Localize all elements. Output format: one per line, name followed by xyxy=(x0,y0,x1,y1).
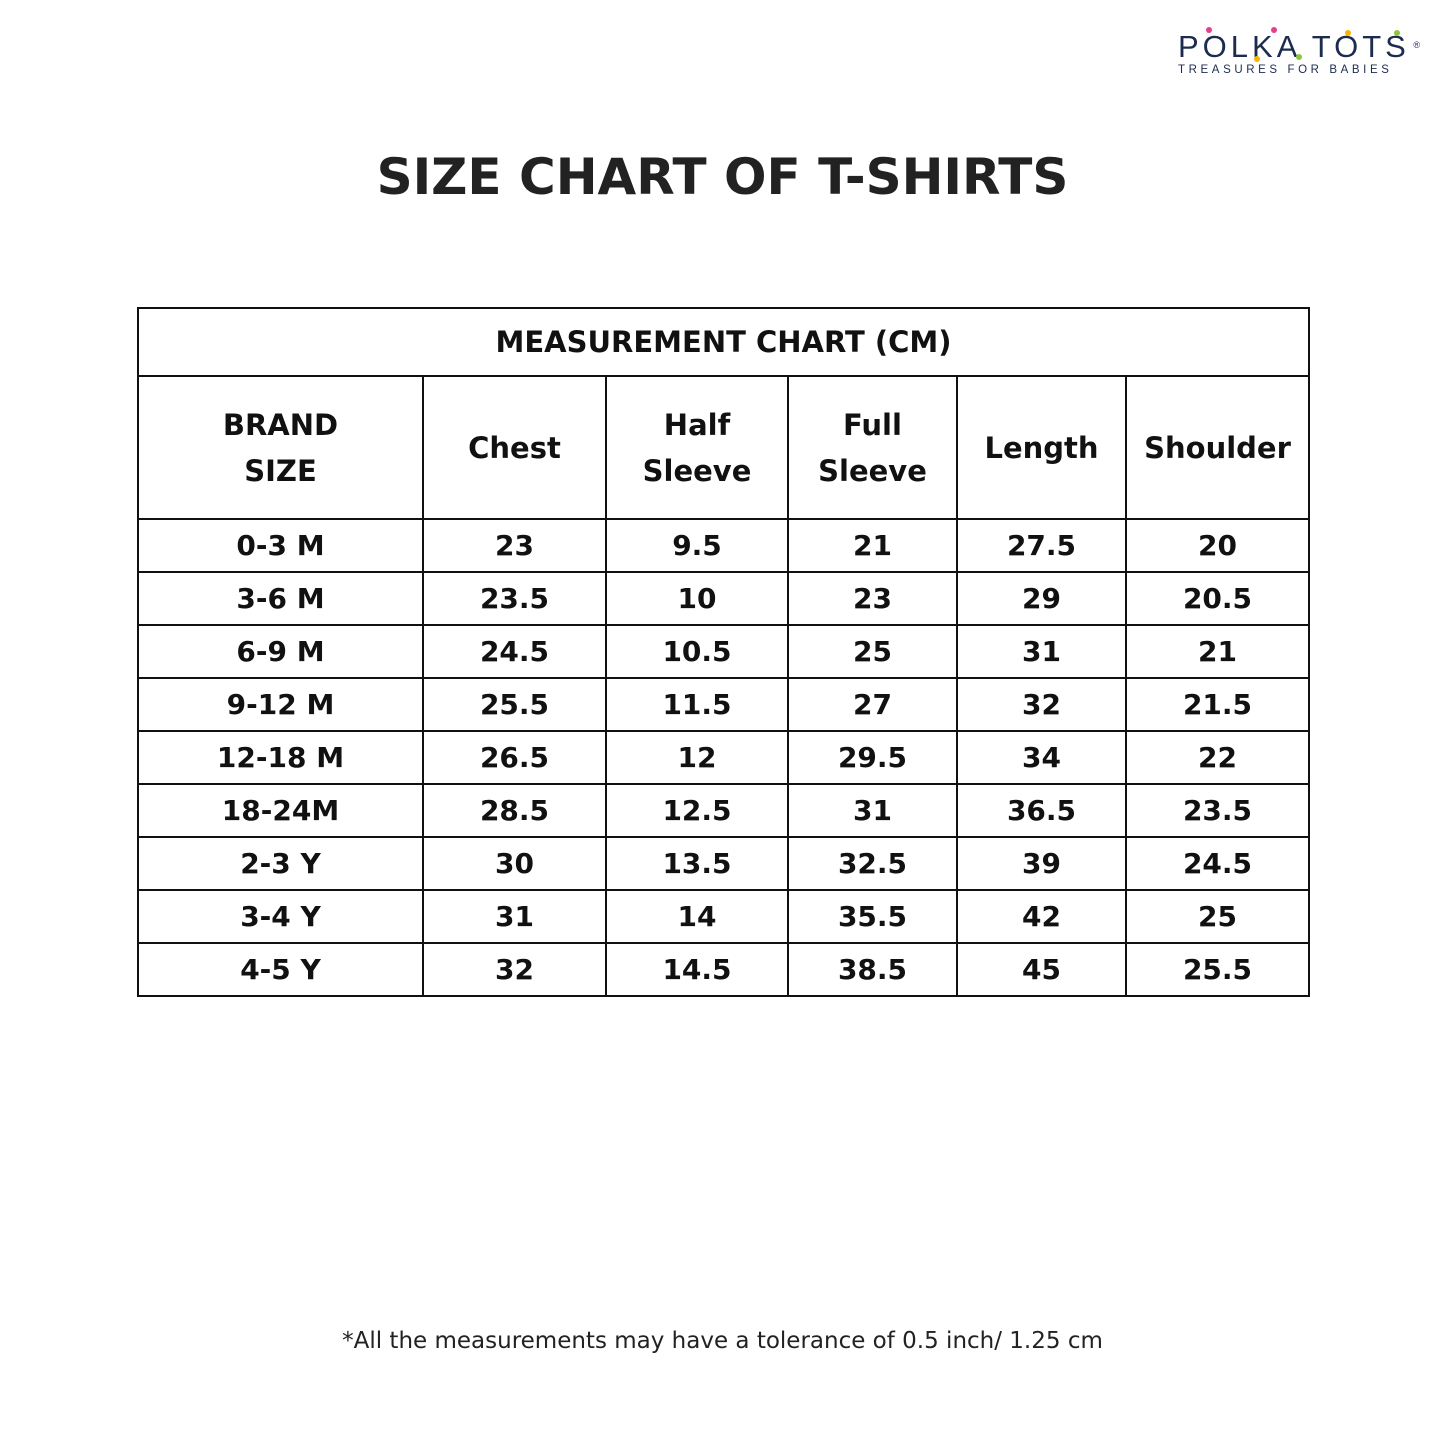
column-header: Length xyxy=(956,375,1127,520)
table-row: 3-6 M 23.5 10 23 29 20.5 xyxy=(137,571,1310,626)
measurement-cell: 39 xyxy=(956,836,1127,891)
column-header: Full Sleeve xyxy=(787,375,958,520)
size-cell: 9-12 M xyxy=(137,677,424,732)
measurement-cell: 27 xyxy=(787,677,958,732)
table-row: 9-12 M 25.5 11.5 27 32 21.5 xyxy=(137,677,1310,732)
logo-dot xyxy=(1254,56,1260,62)
column-header: Shoulder xyxy=(1125,375,1310,520)
size-cell: 3-4 Y xyxy=(137,889,424,944)
measurement-cell: 24.5 xyxy=(422,624,607,679)
measurement-cell: 10.5 xyxy=(605,624,789,679)
column-header-line: Sleeve xyxy=(642,453,752,488)
logo-dot xyxy=(1394,30,1400,36)
size-cell: 3-6 M xyxy=(137,571,424,626)
measurement-cell: 32 xyxy=(956,677,1127,732)
measurement-cell: 23 xyxy=(787,571,958,626)
measurement-cell: 38.5 xyxy=(787,942,958,997)
measurement-cell: 28.5 xyxy=(422,783,607,838)
measurement-cell: 21 xyxy=(1125,624,1310,679)
table-row: 3-4 Y 31 14 35.5 42 25 xyxy=(137,889,1310,944)
brand-logo: POLKA TOTS ® TREASURES FOR BABIES xyxy=(1178,27,1428,76)
column-header-line: Sleeve xyxy=(818,453,927,488)
column-header-line: Full xyxy=(843,407,902,442)
measurement-cell: 25.5 xyxy=(1125,942,1310,997)
table-row: 18-24M 28.5 12.5 31 36.5 23.5 xyxy=(137,783,1310,838)
measurement-cell: 24.5 xyxy=(1125,836,1310,891)
size-cell: 0-3 M xyxy=(137,518,424,573)
size-chart-table: MEASUREMENT CHART (CM) BRAND SIZE Chest Hal… xyxy=(137,307,1310,997)
measurement-cell: 21 xyxy=(787,518,958,573)
measurement-cell: 9.5 xyxy=(605,518,789,573)
column-header-line: Length xyxy=(984,430,1099,465)
measurement-cell: 14 xyxy=(605,889,789,944)
measurement-cell: 32.5 xyxy=(787,836,958,891)
column-header-line: SIZE xyxy=(244,453,317,488)
column-header-line: BRAND xyxy=(222,407,339,442)
column-header: Half Sleeve xyxy=(605,375,789,520)
measurement-cell: 31 xyxy=(787,783,958,838)
size-cell: 6-9 M xyxy=(137,624,424,679)
column-header-line: Shoulder xyxy=(1144,430,1291,465)
measurement-cell: 30 xyxy=(422,836,607,891)
column-header: Chest xyxy=(422,375,607,520)
measurement-cell: 35.5 xyxy=(787,889,958,944)
measurement-cell: 31 xyxy=(422,889,607,944)
measurement-cell: 25 xyxy=(1125,889,1310,944)
measurement-cell: 11.5 xyxy=(605,677,789,732)
measurement-cell: 27.5 xyxy=(956,518,1127,573)
table-row: 12-18 M 26.5 12 29.5 34 22 xyxy=(137,730,1310,785)
column-header-line: Half xyxy=(663,407,731,442)
measurement-cell: 34 xyxy=(956,730,1127,785)
logo-name: POLKA TOTS xyxy=(1178,29,1410,64)
measurement-cell: 36.5 xyxy=(956,783,1127,838)
table-row: 6-9 M 24.5 10.5 25 31 21 xyxy=(137,624,1310,679)
size-cell: 18-24M xyxy=(137,783,424,838)
measurement-cell: 23.5 xyxy=(422,571,607,626)
table-row: 0-3 M 23 9.5 21 27.5 20 xyxy=(137,518,1310,573)
measurement-cell: 12 xyxy=(605,730,789,785)
measurement-cell: 10 xyxy=(605,571,789,626)
logo-dot xyxy=(1345,30,1351,36)
measurement-cell: 45 xyxy=(956,942,1127,997)
table-row: 4-5 Y 32 14.5 38.5 45 25.5 xyxy=(137,942,1310,997)
logo-dot xyxy=(1296,54,1302,60)
logo-dot xyxy=(1206,27,1212,33)
measurement-cell: 31 xyxy=(956,624,1127,679)
page-title: SIZE CHART OF T-SHIRTS xyxy=(376,148,1069,206)
column-header: BRAND SIZE xyxy=(137,375,424,520)
tolerance-note: *All the measurements may have a toleran… xyxy=(342,1328,1103,1354)
column-header-line: Chest xyxy=(468,430,561,465)
table-row: 2-3 Y 30 13.5 32.5 39 24.5 xyxy=(137,836,1310,891)
logo-dot xyxy=(1271,27,1277,33)
measurement-cell: 13.5 xyxy=(605,836,789,891)
size-cell: 12-18 M xyxy=(137,730,424,785)
measurement-cell: 29 xyxy=(956,571,1127,626)
measurement-cell: 21.5 xyxy=(1125,677,1310,732)
measurement-cell: 29.5 xyxy=(787,730,958,785)
measurement-cell: 42 xyxy=(956,889,1127,944)
measurement-cell: 32 xyxy=(422,942,607,997)
measurement-cell: 12.5 xyxy=(605,783,789,838)
measurement-cell: 23 xyxy=(422,518,607,573)
measurement-cell: 26.5 xyxy=(422,730,607,785)
measurement-cell: 25.5 xyxy=(422,677,607,732)
registered-mark: ® xyxy=(1413,40,1420,50)
size-cell: 4-5 Y xyxy=(137,942,424,997)
measurement-cell: 23.5 xyxy=(1125,783,1310,838)
measurement-cell: 20 xyxy=(1125,518,1310,573)
measurement-cell: 14.5 xyxy=(605,942,789,997)
table-caption: MEASUREMENT CHART (CM) xyxy=(137,307,1310,377)
measurement-cell: 20.5 xyxy=(1125,571,1310,626)
measurement-cell: 25 xyxy=(787,624,958,679)
logo-tagline: TREASURES FOR BABIES xyxy=(1178,64,1393,76)
size-cell: 2-3 Y xyxy=(137,836,424,891)
measurement-cell: 22 xyxy=(1125,730,1310,785)
